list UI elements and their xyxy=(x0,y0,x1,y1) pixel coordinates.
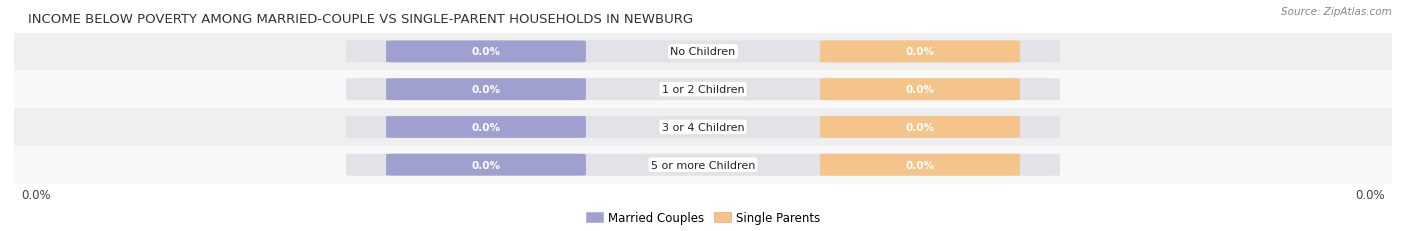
FancyBboxPatch shape xyxy=(820,116,1019,138)
FancyBboxPatch shape xyxy=(820,79,1019,101)
FancyBboxPatch shape xyxy=(820,154,1019,176)
Text: 0.0%: 0.0% xyxy=(905,122,935,132)
Text: 0.0%: 0.0% xyxy=(905,47,935,57)
FancyBboxPatch shape xyxy=(346,79,1060,101)
Legend: Married Couples, Single Parents: Married Couples, Single Parents xyxy=(581,207,825,229)
FancyBboxPatch shape xyxy=(387,79,586,101)
Text: 0.0%: 0.0% xyxy=(471,122,501,132)
Text: 0.0%: 0.0% xyxy=(905,85,935,95)
Text: 1 or 2 Children: 1 or 2 Children xyxy=(662,85,744,95)
FancyBboxPatch shape xyxy=(346,41,1060,63)
Text: 0.0%: 0.0% xyxy=(471,160,501,170)
Bar xyxy=(14,71,1392,109)
Text: 3 or 4 Children: 3 or 4 Children xyxy=(662,122,744,132)
Text: 0.0%: 0.0% xyxy=(1355,189,1385,202)
Text: 0.0%: 0.0% xyxy=(471,47,501,57)
Text: 0.0%: 0.0% xyxy=(471,85,501,95)
Text: Source: ZipAtlas.com: Source: ZipAtlas.com xyxy=(1281,7,1392,17)
FancyBboxPatch shape xyxy=(346,154,1060,176)
FancyBboxPatch shape xyxy=(387,154,586,176)
FancyBboxPatch shape xyxy=(820,41,1019,63)
Text: No Children: No Children xyxy=(671,47,735,57)
Bar xyxy=(14,109,1392,146)
Bar xyxy=(14,33,1392,71)
FancyBboxPatch shape xyxy=(387,41,586,63)
Text: 0.0%: 0.0% xyxy=(905,160,935,170)
Bar xyxy=(14,146,1392,184)
FancyBboxPatch shape xyxy=(387,116,586,138)
Text: 0.0%: 0.0% xyxy=(21,189,51,202)
Text: 5 or more Children: 5 or more Children xyxy=(651,160,755,170)
FancyBboxPatch shape xyxy=(346,116,1060,138)
Text: INCOME BELOW POVERTY AMONG MARRIED-COUPLE VS SINGLE-PARENT HOUSEHOLDS IN NEWBURG: INCOME BELOW POVERTY AMONG MARRIED-COUPL… xyxy=(28,13,693,26)
